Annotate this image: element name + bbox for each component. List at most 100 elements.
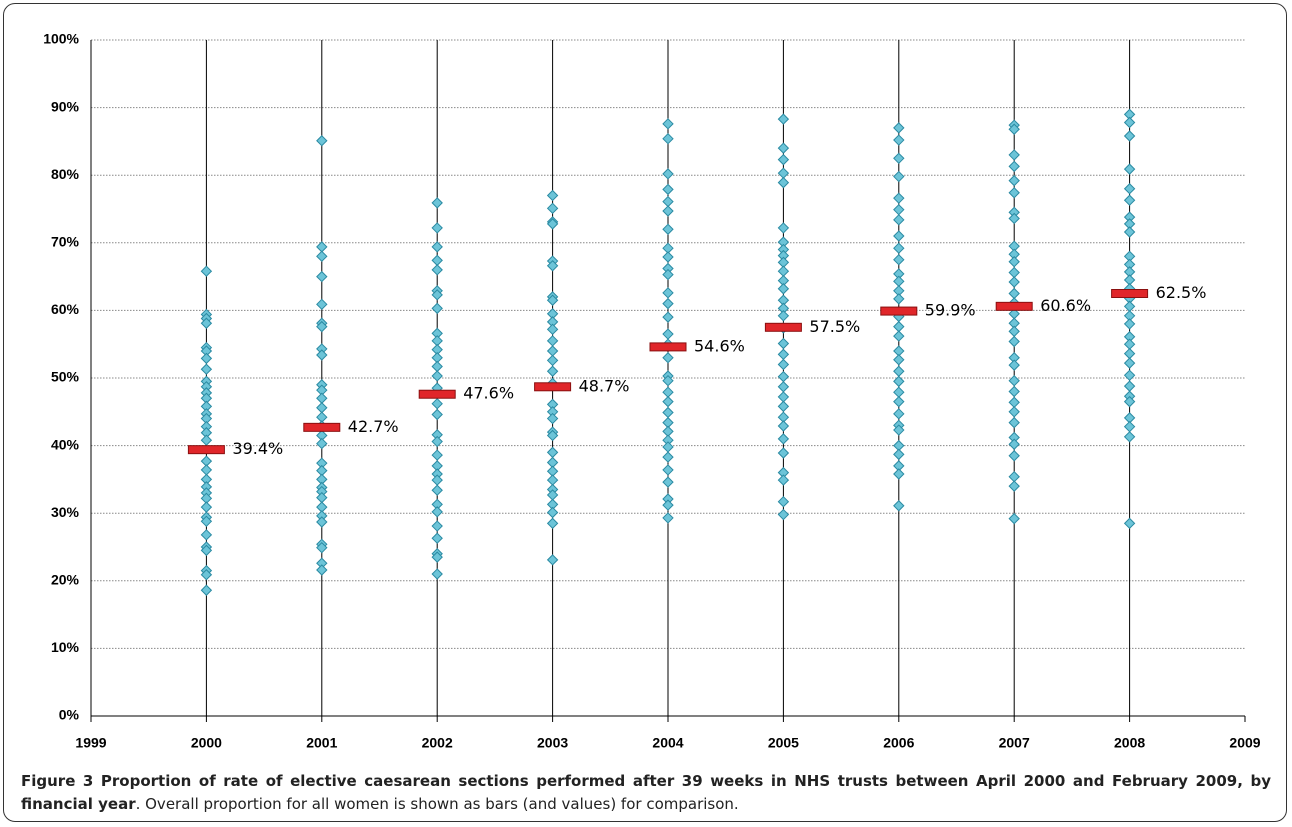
trust-point [662, 132, 674, 145]
trust-point [546, 517, 559, 530]
trust-point [893, 293, 905, 305]
trust-point [777, 474, 790, 486]
trust-point [431, 435, 443, 448]
x-tick-label: 2005 [768, 735, 799, 751]
trust-point [893, 408, 905, 420]
trust-point [431, 532, 443, 544]
caption-title: Figure 3 Proportion of rate of elective … [21, 772, 1271, 813]
trust-point [1008, 212, 1020, 225]
trust-point [662, 512, 674, 524]
trust-point [777, 420, 790, 432]
trust-point [893, 468, 905, 480]
trust-point [893, 354, 905, 366]
trust-point [546, 345, 559, 357]
trust-point [200, 544, 213, 557]
trust-point [316, 270, 328, 283]
trust-point [431, 264, 443, 276]
value-label: 54.6% [694, 336, 745, 355]
trust-point [893, 122, 905, 134]
trust-point [662, 499, 674, 511]
trust-point [1123, 300, 1136, 313]
trust-point [431, 520, 443, 532]
trust-point [316, 564, 328, 576]
trust-point [662, 297, 674, 310]
trust-point [1008, 480, 1020, 492]
trust-point [1008, 123, 1020, 135]
overall-bar [649, 342, 687, 352]
trust-point [662, 183, 674, 196]
trust-point [662, 251, 674, 263]
trust-point [200, 569, 213, 581]
trust-point [662, 406, 674, 419]
trust-point [546, 429, 559, 442]
trust-point [1123, 318, 1136, 330]
caption: Figure 3 Proportion of rate of elective … [21, 770, 1271, 816]
x-tick-label: 2003 [537, 735, 568, 751]
trust-point [316, 437, 328, 450]
trust-point [200, 584, 213, 596]
trust-point [893, 192, 905, 204]
trust-point [1008, 276, 1020, 288]
trust-point [316, 541, 328, 554]
y-tick-label: 60% [51, 301, 80, 317]
trust-point [662, 205, 674, 217]
trust-point [1008, 470, 1020, 483]
trust-point [662, 395, 674, 408]
trust-point [1008, 325, 1020, 338]
trust-point [777, 113, 790, 125]
trust-point [200, 363, 213, 375]
trust-point [431, 484, 443, 496]
trust-point [777, 508, 790, 521]
trust-point [662, 223, 674, 235]
trust-point [316, 491, 328, 504]
trust-point [777, 400, 790, 413]
trust-point [200, 464, 213, 476]
y-tick-label: 70% [51, 234, 80, 250]
trust-point [316, 402, 328, 414]
trust-point [777, 222, 790, 234]
trust-point [1008, 256, 1020, 268]
trust-point [431, 408, 443, 421]
trust-point [777, 153, 790, 166]
trust-point [200, 352, 213, 365]
value-label: 42.7% [348, 417, 399, 436]
trust-point [662, 268, 674, 281]
value-label: 48.7% [579, 376, 630, 395]
overall-bar [303, 422, 341, 432]
trust-point [431, 568, 443, 580]
trust-point [316, 516, 328, 528]
trust-point [893, 203, 905, 216]
trust-point [777, 391, 790, 403]
trust-point [200, 265, 213, 277]
trust-point [893, 170, 905, 183]
y-tick-label: 100% [43, 31, 79, 47]
trust-point [893, 448, 905, 461]
overall-bar [995, 301, 1033, 311]
trust-point [893, 275, 905, 288]
y-tick-label: 50% [51, 369, 80, 385]
trust-point [777, 310, 790, 322]
trust-point [1008, 416, 1020, 429]
y-tick-label: 10% [51, 639, 80, 655]
trust-point [546, 323, 559, 336]
x-tick-label: 2000 [191, 735, 222, 751]
x-tick-label: 2001 [306, 735, 337, 751]
trust-point [1123, 420, 1136, 433]
trust-point [431, 222, 443, 234]
trust-point [1008, 160, 1020, 173]
trust-point [431, 254, 443, 267]
trust-point [1008, 149, 1020, 161]
trust-point [431, 360, 443, 373]
trust-point [200, 515, 213, 528]
value-label: 59.9% [925, 301, 976, 320]
trust-point [1008, 187, 1020, 199]
trust-point [893, 134, 905, 146]
trust-point [777, 447, 790, 459]
trust-point [546, 354, 559, 367]
trust-point [893, 253, 905, 266]
trust-point [1008, 396, 1020, 409]
trust-point [1123, 226, 1136, 238]
trust-point [200, 434, 213, 446]
trust-point [893, 230, 905, 242]
